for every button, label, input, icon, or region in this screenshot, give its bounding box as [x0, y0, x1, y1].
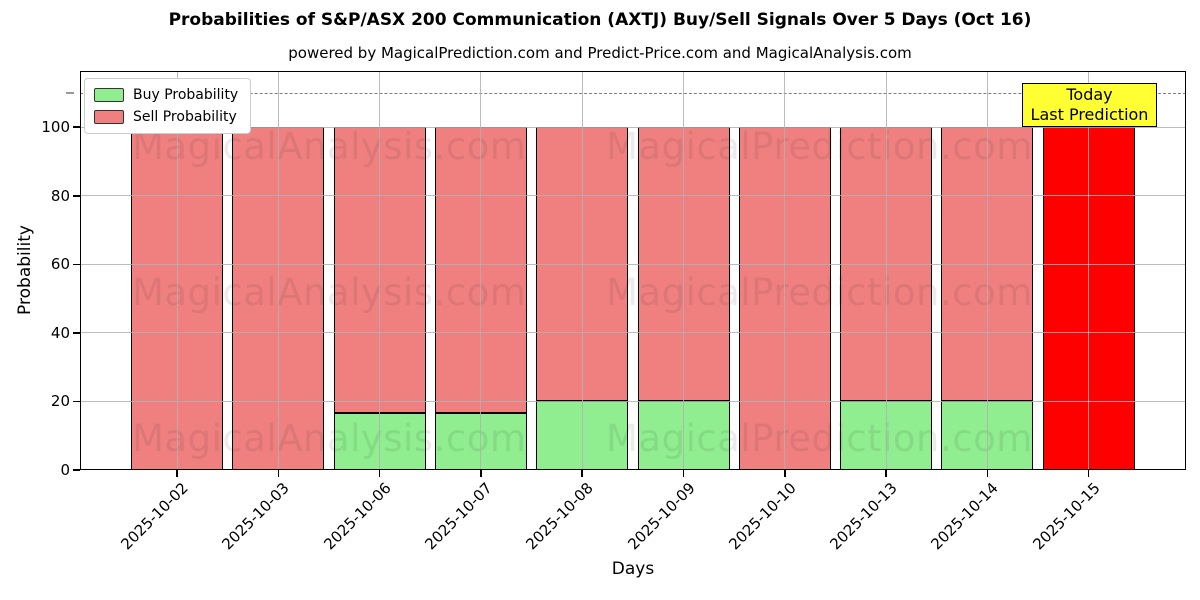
x-tick [682, 470, 685, 477]
x-tick [176, 470, 178, 477]
reference-dashed-line [80, 92, 1186, 94]
plot-area: Buy Probability Sell Probability Today La… [80, 71, 1186, 470]
x-axis-label: Days [611, 559, 655, 579]
y-tick-label: 20 [50, 392, 70, 411]
gridline-vertical [784, 71, 786, 470]
gridline-vertical [379, 71, 381, 470]
chart-title: Probabilities of S&P/ASX 200 Communicati… [168, 10, 1032, 30]
x-tick [986, 470, 989, 477]
today-annotation-line2: Last Prediction [1030, 105, 1149, 124]
gridline-vertical [986, 71, 988, 470]
today-annotation: Today Last Prediction [1022, 83, 1157, 127]
legend-swatch [94, 88, 124, 102]
gridline-vertical [277, 71, 279, 470]
gridline-vertical [1088, 71, 1090, 470]
watermark-text: MagicalAnalysis.com [132, 417, 527, 460]
gridline-horizontal [80, 400, 1186, 402]
x-tick-label: 2025-10-06 [319, 479, 395, 554]
legend-row: Buy Probability [94, 87, 238, 103]
gridline-horizontal [80, 195, 1186, 197]
legend-label: Sell Probability [133, 109, 237, 125]
y-tick [73, 469, 80, 471]
y-tick [73, 400, 80, 403]
today-annotation-line1: Today [1066, 85, 1113, 104]
legend: Buy Probability Sell Probability [84, 78, 252, 134]
x-tick [378, 470, 381, 477]
y-tick-label: 60 [50, 255, 70, 274]
y-tick [73, 332, 80, 334]
x-tick [581, 470, 583, 477]
y-tick-label: 80 [50, 186, 70, 205]
y-tick [73, 126, 80, 128]
gridline-vertical [480, 71, 482, 470]
x-tick [885, 470, 887, 477]
gridline-horizontal [80, 126, 1186, 128]
y-tick [73, 263, 80, 266]
watermark-text: MagicalPrediction.com [606, 125, 1033, 168]
x-tick-label: 2025-10-02 [117, 479, 192, 554]
gridline-vertical [683, 71, 684, 470]
x-tick [784, 470, 786, 477]
x-tick-label: 2025-10-15 [1029, 479, 1104, 554]
watermark-text: MagicalAnalysis.com [132, 271, 527, 314]
x-tick [277, 470, 280, 477]
watermark-text: MagicalPrediction.com [606, 271, 1033, 314]
x-tick [480, 470, 482, 477]
legend-swatch [94, 110, 124, 124]
chart-subtitle: powered by MagicalPrediction.com and Pre… [288, 44, 912, 62]
gridline-horizontal [80, 332, 1186, 334]
watermark-text: MagicalPrediction.com [606, 417, 1033, 460]
x-tick [1087, 470, 1090, 477]
gridline-horizontal [80, 263, 1186, 265]
gridline-vertical [581, 71, 583, 470]
y-tick [73, 195, 80, 197]
gridline-vertical [885, 71, 887, 470]
legend-row: Sell Probability [94, 109, 238, 125]
gridline-vertical [176, 71, 178, 470]
y-tick-label: 100 [41, 118, 70, 137]
watermark-text: MagicalAnalysis.com [132, 125, 527, 168]
y-tick-minor [66, 92, 74, 94]
y-tick-label: 40 [50, 323, 70, 342]
legend-label: Buy Probability [133, 87, 239, 103]
y-tick-label: 0 [60, 461, 70, 479]
